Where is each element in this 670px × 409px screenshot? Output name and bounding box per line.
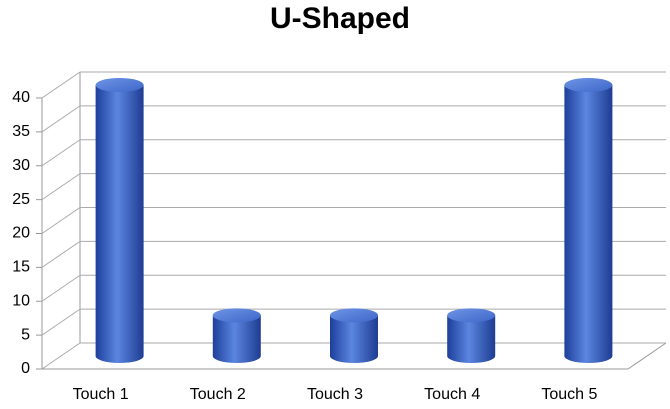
y-tick-label: 5 — [21, 326, 30, 343]
grid-line — [41, 105, 81, 133]
x-tick-label: Touch 1 — [73, 386, 129, 403]
y-tick-label: 15 — [12, 259, 30, 276]
chart-title: U-Shaped — [270, 2, 410, 35]
floor-edge — [627, 342, 667, 370]
grid-line — [41, 342, 81, 370]
grid-line — [41, 240, 81, 268]
y-tick-label: 0 — [21, 360, 30, 377]
bar — [330, 308, 378, 363]
grid-line — [41, 274, 81, 302]
x-tick-label: Touch 4 — [424, 386, 480, 403]
x-tick-label: Touch 2 — [190, 386, 246, 403]
grid-line — [41, 173, 81, 201]
x-tick-label: Touch 5 — [541, 386, 597, 403]
grid-line — [41, 71, 81, 99]
grid-line — [41, 308, 81, 336]
grid-line — [41, 139, 81, 167]
grid-line — [41, 207, 81, 234]
y-tick-label: 30 — [12, 157, 30, 174]
bar — [95, 78, 144, 363]
y-tick-label: 10 — [12, 292, 30, 309]
y-tick-label: 20 — [12, 225, 30, 242]
bar — [564, 78, 613, 363]
x-tick-label: Touch 3 — [307, 386, 363, 403]
y-tick-label: 35 — [12, 123, 30, 140]
bar — [447, 308, 496, 363]
y-tick-label: 25 — [12, 191, 30, 208]
bar — [212, 308, 261, 363]
y-tick-label: 40 — [12, 89, 30, 106]
